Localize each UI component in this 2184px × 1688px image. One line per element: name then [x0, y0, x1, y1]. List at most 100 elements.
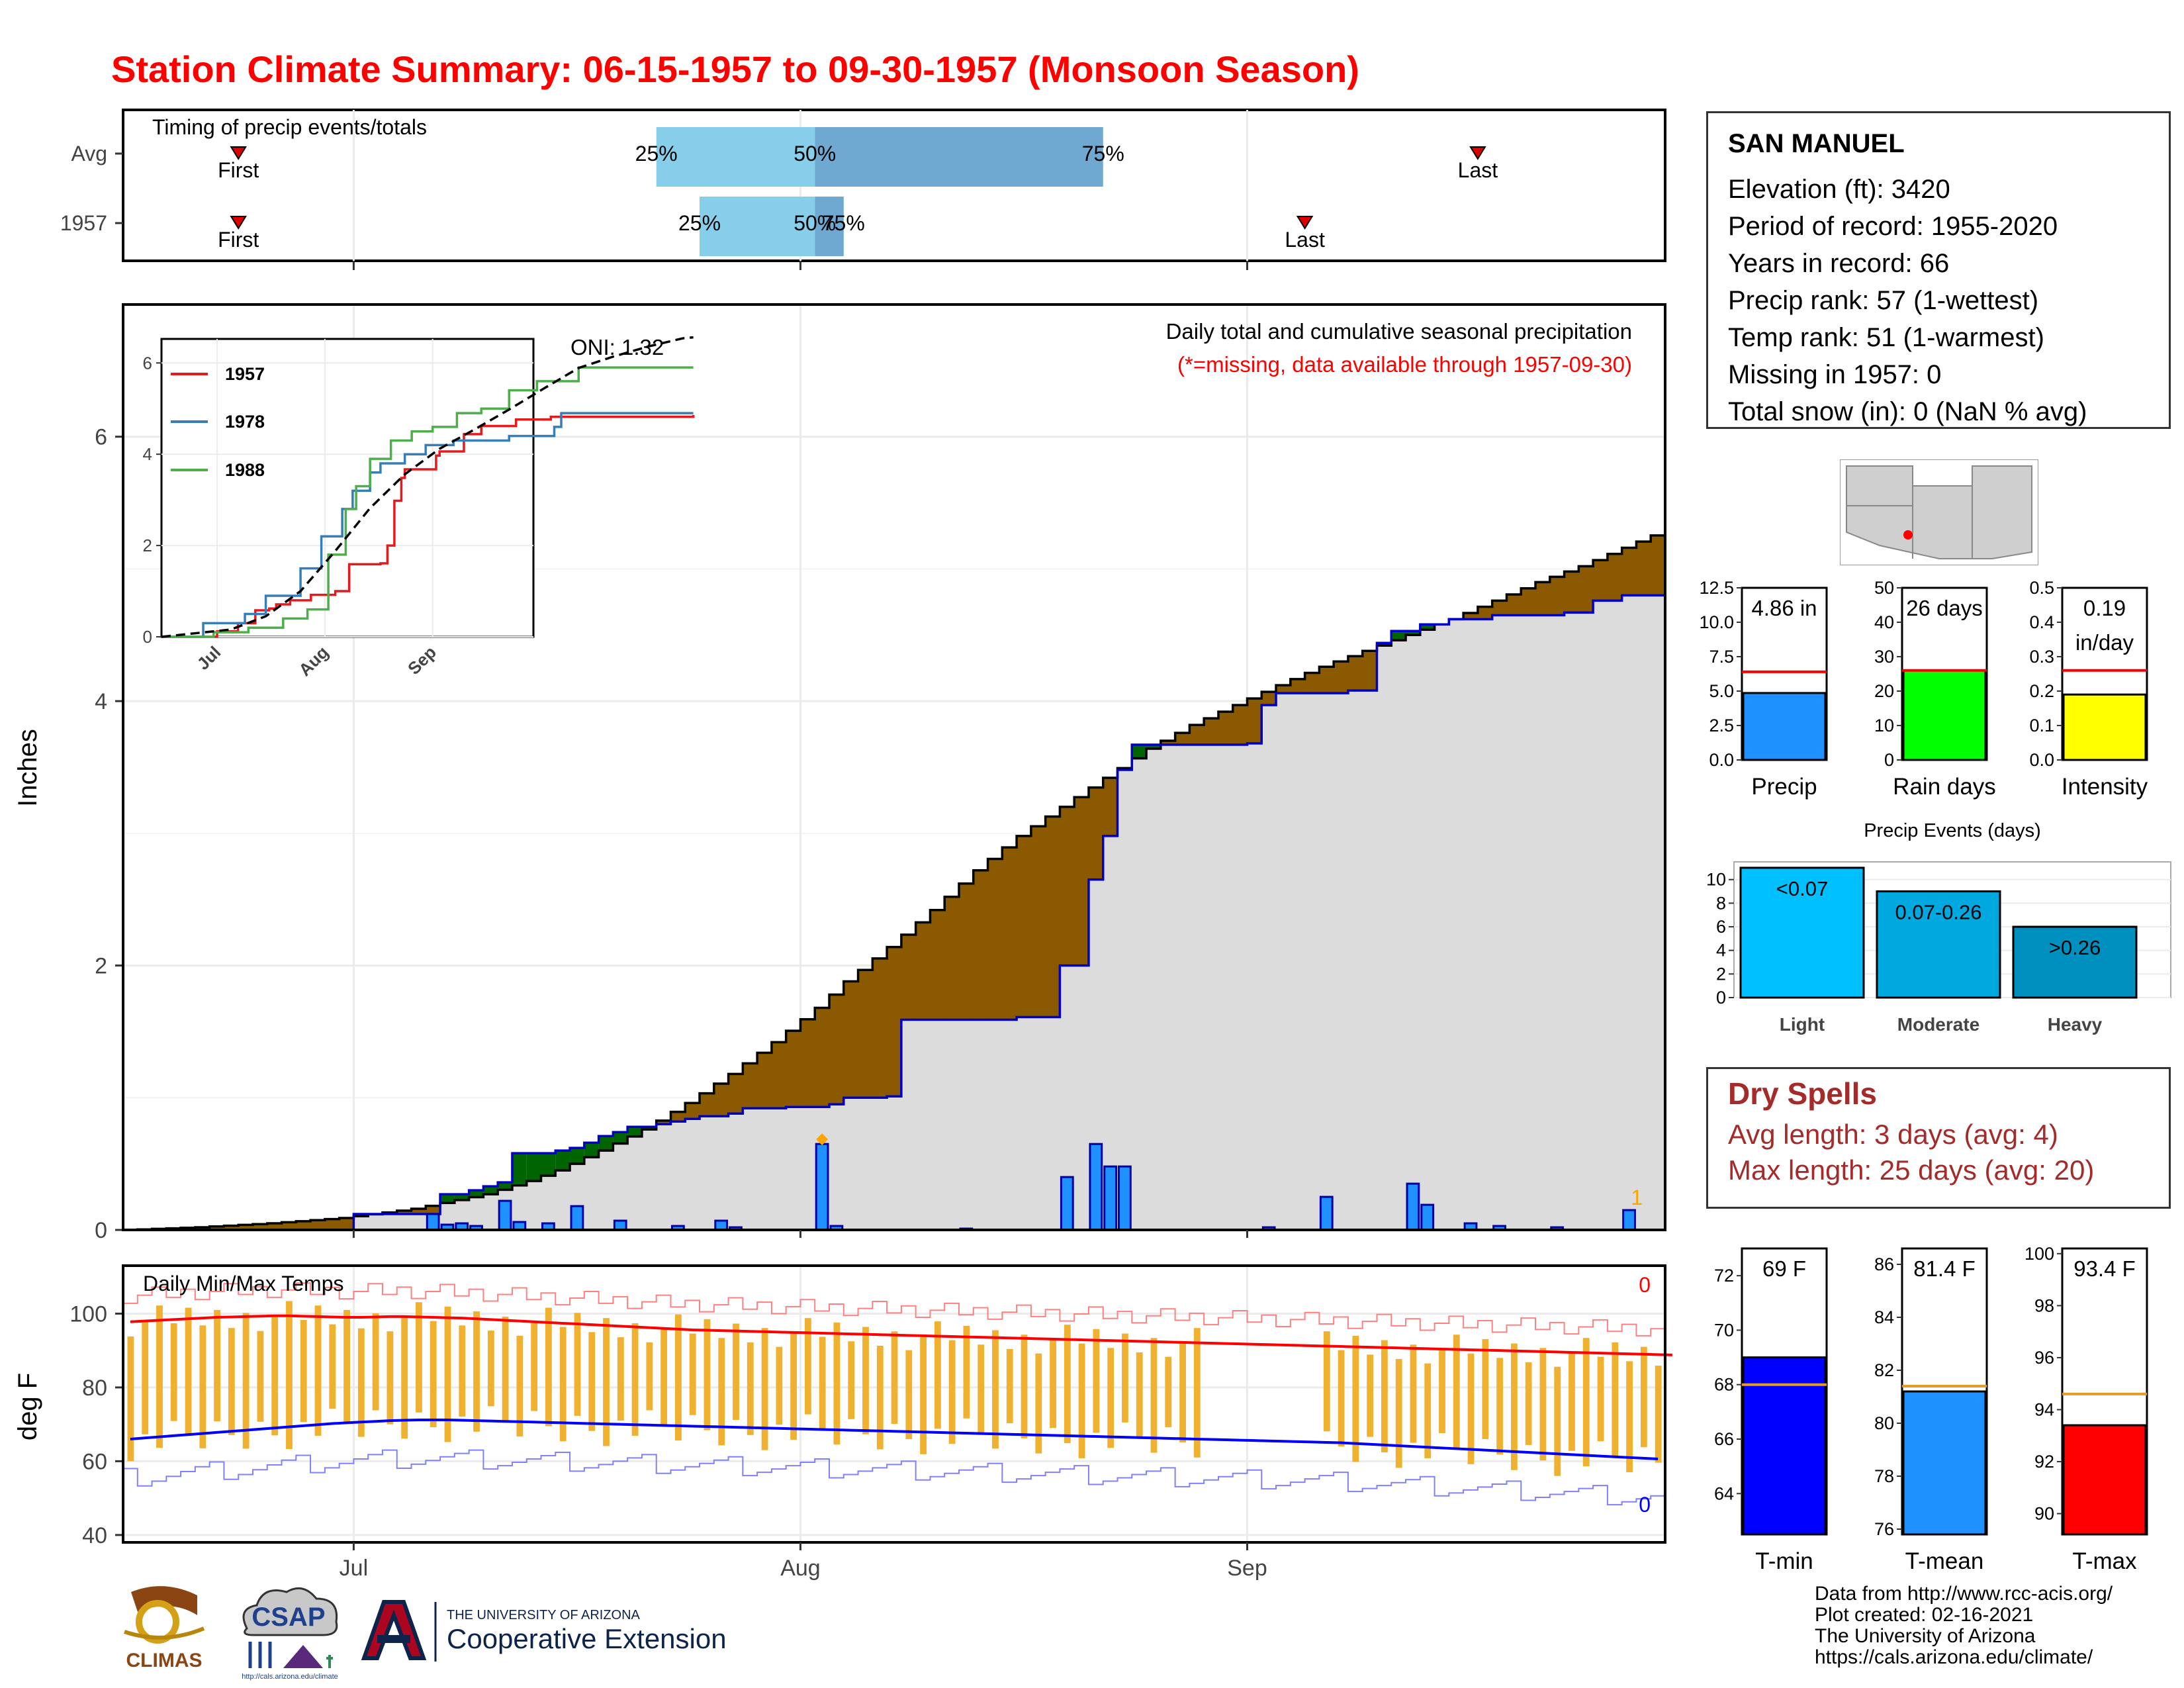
precip-stat-ytick-label: 40 — [1874, 612, 1894, 632]
daily-temp-bar — [142, 1321, 149, 1434]
observed-area-day — [670, 1121, 686, 1230]
events-ytick-label: 0 — [1716, 988, 1726, 1008]
daily-temp-bar — [1439, 1348, 1445, 1434]
daily-temp-bar — [833, 1322, 841, 1445]
observed-area-day — [1362, 690, 1378, 1230]
timing-bar-upper — [815, 197, 844, 256]
precip-stat-ytick-label: 20 — [1874, 681, 1894, 701]
timing-row-name: 1957 — [60, 211, 107, 235]
observed-area-day — [1593, 600, 1608, 1230]
observed-area-day — [1261, 705, 1277, 1230]
daily-temp-bar — [747, 1342, 754, 1435]
station-temp-rank: Temp rank: 51 (1-warmest) — [1728, 323, 2044, 352]
observed-area-day — [1406, 631, 1421, 1230]
event-bar-light — [1739, 867, 1865, 999]
observed-area-day — [1636, 595, 1651, 1230]
observed-area-day — [973, 1019, 989, 1230]
credit-data-source: Data from http://www.rcc-acis.org/ — [1815, 1583, 2113, 1605]
below-average-area — [1334, 661, 1349, 694]
observed-area-day — [1449, 619, 1464, 1230]
main-frame — [122, 303, 1666, 1231]
below-average-area — [872, 959, 887, 1098]
temp-stat-value-label: 81.4 F — [1913, 1256, 1976, 1281]
below-average-area — [1261, 692, 1277, 706]
daily-temp-bar — [1467, 1353, 1475, 1464]
precip-stats-panel: 0.0 2.5 5.0 7.5 10.0 12.5 4.86 in Precip 0 10 20 30… — [1699, 578, 2148, 800]
daily-max-marker — [816, 1133, 829, 1146]
temp-ytick-label: 80 — [82, 1376, 107, 1401]
timing-last-label: Last — [1458, 158, 1498, 182]
below-average-area — [1347, 656, 1363, 691]
timing-first-marker — [230, 216, 247, 230]
observed-area-day — [1247, 743, 1262, 1230]
above-average-area — [469, 1190, 484, 1197]
observed-area-day — [743, 1108, 758, 1230]
temp-stat-ytick-label: 68 — [1714, 1375, 1734, 1395]
below-average-area — [1549, 577, 1565, 616]
main-ytick-label: 0 — [95, 1218, 107, 1243]
dry-spells-box: Dry Spells Avg length: 3 days (avg: 4) M… — [1706, 1067, 2171, 1209]
below-average-area — [1290, 679, 1306, 694]
observed-area-day — [915, 1019, 931, 1230]
below-average-area — [771, 1042, 787, 1109]
main-annotation-title: Daily total and cumulative seasonal prec… — [1166, 319, 1632, 344]
below-average-area — [1521, 588, 1536, 616]
observed-area-day — [1463, 619, 1479, 1230]
temp-ytick-label: 40 — [82, 1523, 107, 1548]
below-average-area — [396, 1210, 412, 1215]
precip-stat-ytick-label: 0.0 — [1709, 750, 1734, 770]
main-ylabel: Inches — [13, 729, 42, 807]
temp-stat-ytick-label: 98 — [2034, 1295, 2054, 1315]
temp-stat-ytick-label: 96 — [2034, 1348, 2054, 1368]
daily-temp-bar — [1525, 1362, 1532, 1445]
daily-temp-bar — [1582, 1338, 1590, 1467]
avg-max-line — [130, 1314, 1672, 1356]
temp-stat-ytick-label: 94 — [2034, 1399, 2054, 1419]
dry-spells-avg: Avg length: 3 days (avg: 4) — [1728, 1119, 2058, 1150]
above-average-area — [1377, 643, 1392, 646]
daily-temp-bar — [1323, 1331, 1330, 1432]
precip-stat-category-label: Precip — [1751, 774, 1817, 800]
daily-temp-bar — [733, 1323, 739, 1420]
below-average-area — [1276, 685, 1291, 694]
station-years: Years in record: 66 — [1728, 249, 1950, 278]
main-annotation-missing: (*=missing, data available through 1957-… — [1177, 352, 1632, 377]
temp-stat-ytick-label: 100 — [2025, 1244, 2054, 1264]
observed-area-day — [1132, 745, 1147, 1230]
station-precip-rank: Precip rank: 57 (1-wettest) — [1728, 286, 2039, 315]
temp-title: Daily Min/Max Temps — [143, 1272, 343, 1295]
daily-temp-bar — [1064, 1325, 1071, 1444]
below-average-area — [238, 1225, 253, 1230]
observed-area-day — [368, 1214, 383, 1230]
precip-stat-value-label: 26 days — [1906, 596, 1983, 620]
observed-area-day — [887, 1096, 902, 1230]
observed-area-day — [584, 1143, 600, 1230]
observed-area-day — [800, 1107, 815, 1230]
temp-stat-category-label: T-min — [1755, 1548, 1813, 1574]
timing-p50-label: 50% — [794, 142, 836, 165]
daily-temp-bar — [848, 1341, 855, 1419]
daily-temp-bar — [401, 1316, 408, 1439]
above-average-area — [598, 1136, 614, 1151]
daily-temp-bar — [1352, 1335, 1359, 1462]
below-average-area — [786, 1030, 801, 1107]
below-average-area — [1204, 718, 1219, 745]
temp-stats-panel: 64 66 68 70 72 69 F T-min 76 78 80 82 84 86 81.4 F T-m… — [1714, 1244, 2148, 1574]
timing-p75-label: 75% — [1082, 142, 1124, 165]
below-average-area — [1607, 554, 1623, 601]
below-average-area — [1319, 667, 1334, 694]
observed-area-day — [1434, 624, 1449, 1230]
daily-precip-bar — [613, 1219, 627, 1231]
daily-temp-bar — [1453, 1335, 1460, 1449]
daily-temp-bar — [1539, 1348, 1547, 1461]
temp-xtick-label: Jul — [340, 1556, 368, 1581]
daily-temp-bar — [588, 1332, 596, 1431]
observed-area-day — [1420, 624, 1435, 1230]
observed-area-day — [1506, 615, 1522, 1230]
timing-first-label: First — [218, 158, 259, 182]
daily-temp-bar — [1093, 1329, 1100, 1433]
observed-area-day — [454, 1194, 470, 1230]
temp-stat-bar-t-mean — [1902, 1390, 1987, 1536]
events-ytick-label: 2 — [1716, 964, 1726, 984]
inset-line-average — [161, 336, 694, 638]
